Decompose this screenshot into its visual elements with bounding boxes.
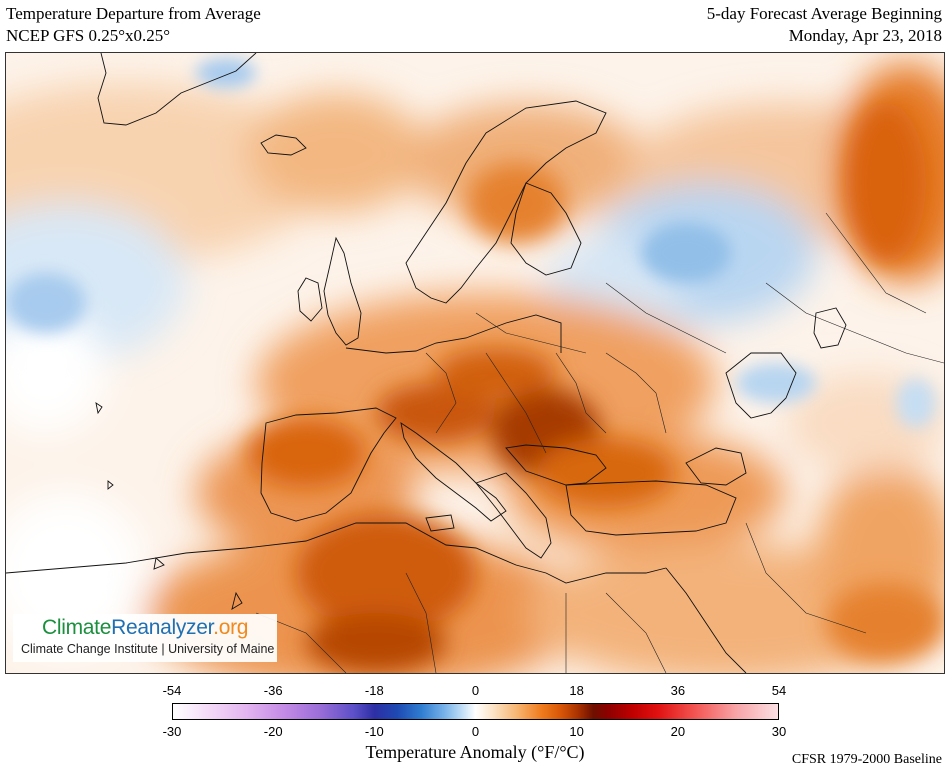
temperature-anomaly-map[interactable] <box>5 52 945 674</box>
map-canvas <box>6 53 944 673</box>
colorbar-c-tick-2: -10 <box>364 724 384 739</box>
colorbar-celsius-ticks: -30 -20 -10 0 10 20 30 <box>0 724 950 740</box>
colorbar-c-tick-5: 20 <box>670 724 686 739</box>
colorbar-f-tick-0: -54 <box>162 683 182 698</box>
coastlines <box>6 53 847 673</box>
colorbar-c-tick-3: 0 <box>471 724 480 739</box>
country-borders <box>255 212 944 673</box>
logo-subtitle: Climate Change Institute | University of… <box>21 642 275 656</box>
colorbar-f-tick-2: -18 <box>364 683 384 698</box>
colorbar-c-tick-6: 30 <box>771 724 787 739</box>
colorbar-title: Temperature Anomaly (°F/°C) <box>365 742 585 762</box>
colorbar <box>172 703 779 720</box>
colorbar-c-tick-4: 10 <box>569 724 584 739</box>
model-label: NCEP GFS 0.25°x0.25° <box>6 26 171 45</box>
forecast-date: Monday, Apr 23, 2018 <box>788 26 942 45</box>
colorbar-f-tick-4: 18 <box>569 683 584 698</box>
climate-reanalyzer-logo[interactable]: ClimateReanalyzer.org Climate Change Ins… <box>13 614 277 662</box>
colorbar-f-tick-6: 54 <box>771 683 787 698</box>
map-title: Temperature Departure from Average <box>6 4 261 23</box>
colorbar-c-tick-0: -30 <box>162 724 182 739</box>
colorbar-f-tick-3: 0 <box>471 683 480 698</box>
colorbar-f-tick-1: -36 <box>263 683 283 698</box>
logo-wordmark: ClimateReanalyzer.org <box>42 616 249 639</box>
forecast-label: 5-day Forecast Average Beginning <box>706 4 942 23</box>
header-right: 5-day Forecast Average Beginning Monday,… <box>707 3 942 47</box>
colorbar-fahrenheit-ticks: -54 -36 -18 0 18 36 54 <box>0 683 950 699</box>
baseline-label: CFSR 1979-2000 Baseline <box>791 752 942 767</box>
colorbar-c-tick-1: -20 <box>263 724 283 739</box>
header-left: Temperature Departure from Average NCEP … <box>6 3 261 47</box>
colorbar-f-tick-5: 36 <box>670 683 686 698</box>
